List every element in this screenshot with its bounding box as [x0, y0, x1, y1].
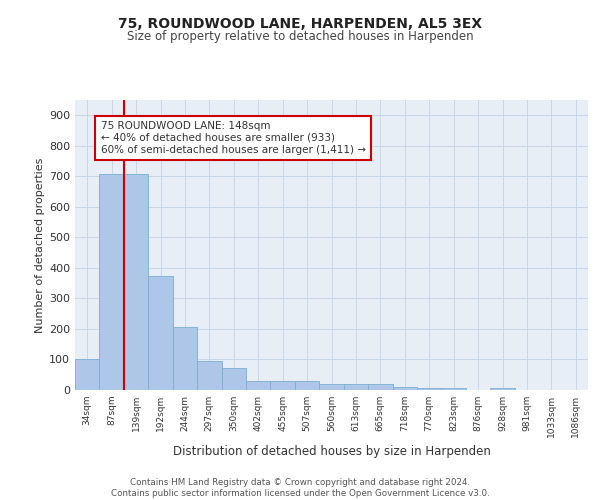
Bar: [417, 388, 442, 390]
Bar: [368, 384, 392, 390]
Bar: [271, 380, 295, 390]
Bar: [148, 276, 173, 390]
Bar: [319, 384, 344, 390]
Bar: [197, 361, 221, 390]
Text: Size of property relative to detached houses in Harpenden: Size of property relative to detached ho…: [127, 30, 473, 43]
Bar: [221, 368, 246, 390]
Bar: [344, 384, 368, 390]
Text: 75 ROUNDWOOD LANE: 148sqm
← 40% of detached houses are smaller (933)
60% of semi: 75 ROUNDWOOD LANE: 148sqm ← 40% of detac…: [101, 122, 365, 154]
Y-axis label: Number of detached properties: Number of detached properties: [35, 158, 45, 332]
Bar: [295, 381, 319, 390]
Bar: [442, 388, 466, 390]
Bar: [75, 360, 100, 390]
Bar: [100, 174, 124, 390]
Bar: [392, 387, 417, 390]
Bar: [490, 388, 515, 390]
Bar: [124, 174, 148, 390]
Text: Contains HM Land Registry data © Crown copyright and database right 2024.
Contai: Contains HM Land Registry data © Crown c…: [110, 478, 490, 498]
Text: 75, ROUNDWOOD LANE, HARPENDEN, AL5 3EX: 75, ROUNDWOOD LANE, HARPENDEN, AL5 3EX: [118, 18, 482, 32]
Bar: [173, 328, 197, 390]
Bar: [246, 381, 271, 390]
X-axis label: Distribution of detached houses by size in Harpenden: Distribution of detached houses by size …: [173, 446, 490, 458]
